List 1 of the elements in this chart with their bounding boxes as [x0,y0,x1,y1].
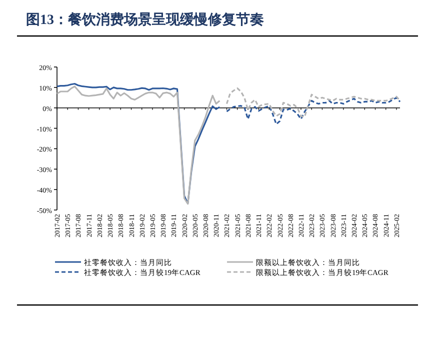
title: 图13：餐饮消费场景呈现缓慢修复节奏 [26,13,264,28]
